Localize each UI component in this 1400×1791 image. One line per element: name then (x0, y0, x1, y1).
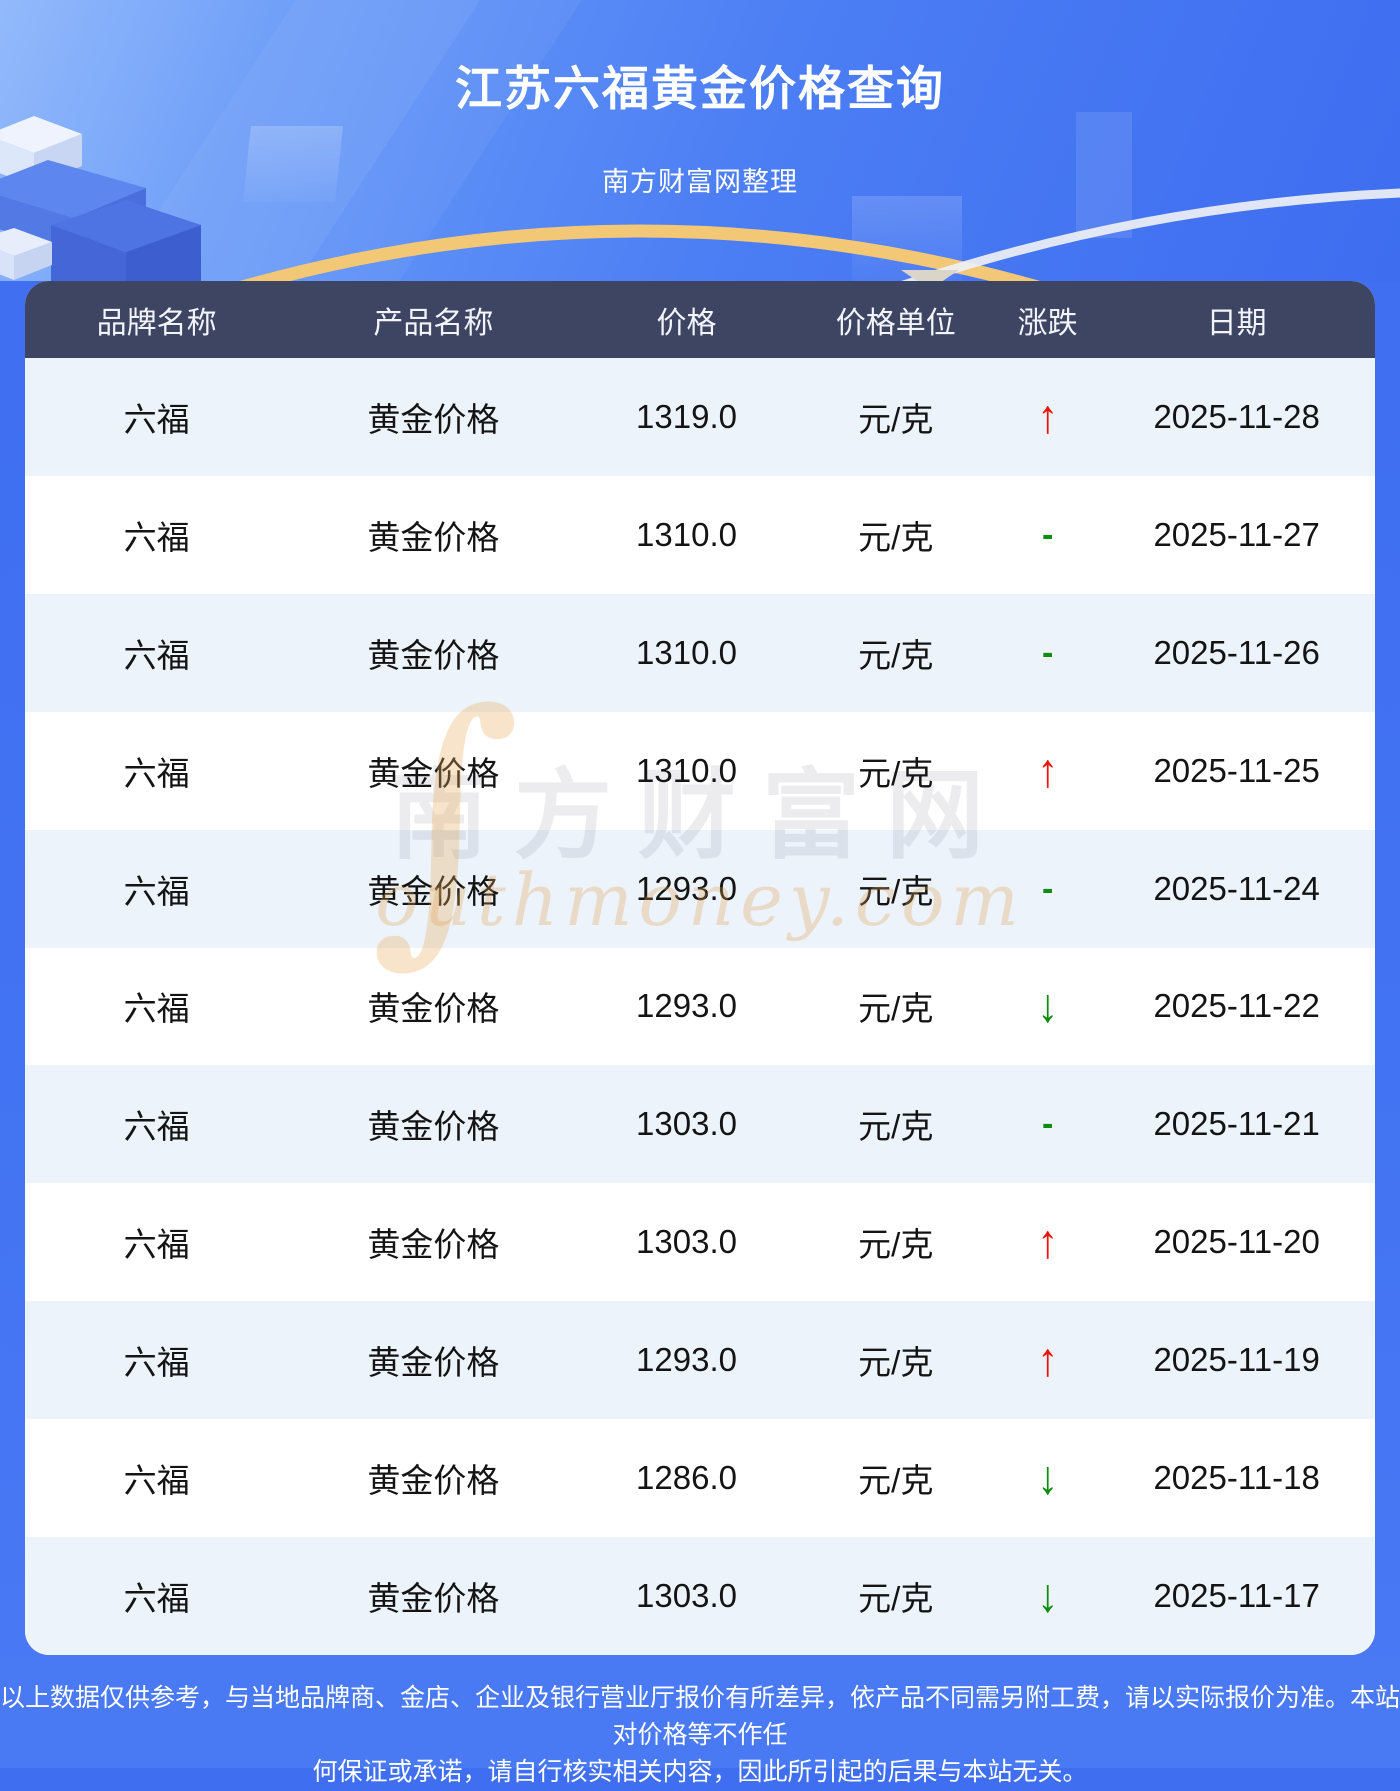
date-cell: 2025-11-18 (1153, 1459, 1320, 1497)
brand-cell: 六福 (123, 872, 190, 910)
brand-cell: 六福 (123, 1344, 190, 1382)
table-row: 六福 黄金价格 1303.0 元/克 ↓ 2025-11-17 (25, 1537, 1375, 1655)
unit-cell: 元/克 (858, 872, 934, 910)
price-cell: 1303.0 (636, 1223, 737, 1261)
column-header: 品牌名称 (96, 306, 217, 340)
table-row: 六福 黄金价格 1310.0 元/克 - 2025-11-27 (25, 475, 1375, 594)
price-cell: 1319.0 (636, 397, 737, 435)
disclaimer-line-1: 以上数据仅供参考，与当地品牌商、金店、企业及银行营业厅报价有所差异，依产品不同需… (0, 1684, 1400, 1749)
table-row: 六福 黄金价格 1319.0 元/克 ↑ 2025-11-28 (25, 358, 1375, 476)
price-cell: 1293.0 (636, 869, 737, 907)
hero-banner: 江苏六福黄金价格查询 南方财富网整理 (0, 0, 1400, 281)
brand-cell: 六福 (123, 1226, 190, 1264)
date-cell: 2025-11-25 (1153, 751, 1320, 789)
column-header: 产品名称 (373, 306, 494, 340)
column-header: 价格单位 (835, 306, 956, 340)
brand-cell: 六福 (123, 1462, 190, 1500)
change-indicator-up: ↑ (1037, 743, 1059, 797)
unit-cell: 元/克 (858, 1580, 934, 1618)
product-cell: 黄金价格 (367, 1108, 500, 1146)
gold-price-table: 品牌名称 产品名称 价格 价格单位 涨跌 日期 六福 黄金价格 1319.0 元/克 ↑ … (25, 281, 1375, 1655)
unit-cell: 元/克 (858, 518, 934, 556)
decorative-arcs (239, 188, 1400, 281)
price-cell: 1293.0 (636, 1341, 737, 1379)
brand-cell: 六福 (123, 518, 190, 556)
change-indicator-down: ↓ (1037, 1569, 1059, 1622)
column-header: 日期 (1206, 306, 1267, 340)
date-cell: 2025-11-26 (1153, 633, 1320, 671)
change-indicator-up: ↑ (1037, 390, 1059, 443)
product-cell: 黄金价格 (367, 400, 500, 438)
unit-cell: 元/克 (858, 1462, 934, 1500)
page-title: 江苏六福黄金价格查询 (455, 62, 945, 115)
date-cell: 2025-11-27 (1153, 515, 1320, 553)
price-cell: 1310.0 (636, 751, 737, 789)
pedestal-shape (901, 270, 959, 281)
brand-cell: 六福 (123, 754, 190, 792)
date-cell: 2025-11-24 (1153, 869, 1320, 907)
column-header: 价格 (656, 306, 717, 340)
table-row: 六福 黄金价格 1303.0 元/克 - 2025-11-21 (25, 1065, 1375, 1184)
table-row: 六福 黄金价格 1293.0 元/克 ↓ 2025-11-22 (25, 947, 1375, 1066)
change-indicator-flat: - (1041, 633, 1054, 672)
change-indicator-up: ↑ (1037, 1215, 1059, 1269)
table-header-row: 品牌名称 产品名称 价格 价格单位 涨跌 日期 (25, 281, 1375, 358)
change-indicator-flat: - (1041, 869, 1054, 908)
product-cell: 黄金价格 (367, 518, 500, 556)
table-row: 六福 黄金价格 1310.0 元/克 ↑ 2025-11-25 (25, 711, 1375, 830)
brand-cell: 六福 (123, 636, 190, 674)
price-cell: 1286.0 (636, 1459, 737, 1497)
table-row: 六福 黄金价格 1293.0 元/克 ↑ 2025-11-19 (25, 1301, 1375, 1420)
unit-cell: 元/克 (858, 754, 934, 792)
table-row: 六福 黄金价格 1303.0 元/克 ↑ 2025-11-20 (25, 1183, 1375, 1302)
change-indicator-up: ↑ (1037, 1333, 1059, 1386)
change-indicator-flat: - (1041, 1105, 1054, 1144)
price-cell: 1303.0 (636, 1105, 737, 1143)
product-cell: 黄金价格 (367, 1580, 500, 1618)
date-cell: 2025-11-19 (1153, 1341, 1320, 1379)
price-cell: 1303.0 (636, 1577, 737, 1615)
disclaimer-line-2: 何保证或承诺，请自行核实相关内容，因此所引起的后果与本站无关。 (312, 1758, 1088, 1786)
unit-cell: 元/克 (858, 400, 934, 438)
brand-cell: 六福 (123, 990, 190, 1028)
product-cell: 黄金价格 (367, 1462, 500, 1500)
price-cell: 1293.0 (636, 987, 737, 1025)
brand-cell: 六福 (123, 1108, 190, 1146)
table-row: 六福 黄金价格 1286.0 元/克 ↓ 2025-11-18 (25, 1419, 1375, 1538)
date-cell: 2025-11-17 (1153, 1577, 1320, 1615)
table-row: 六福 黄金价格 1310.0 元/克 - 2025-11-26 (25, 593, 1375, 712)
product-cell: 黄金价格 (367, 1226, 500, 1264)
unit-cell: 元/克 (858, 1226, 934, 1264)
change-indicator-flat: - (1041, 515, 1054, 554)
brand-cell: 六福 (123, 1580, 190, 1618)
column-header: 涨跌 (1017, 306, 1078, 340)
date-cell: 2025-11-21 (1153, 1105, 1320, 1143)
unit-cell: 元/克 (858, 636, 934, 674)
table-row: 六福 黄金价格 1293.0 元/克 - 2025-11-24 (25, 829, 1375, 948)
unit-cell: 元/克 (858, 1108, 934, 1146)
page-subtitle: 南方财富网整理 (602, 167, 798, 197)
price-cell: 1310.0 (636, 633, 737, 671)
unit-cell: 元/克 (858, 990, 934, 1028)
disclaimer-footer: 以上数据仅供参考，与当地品牌商、金店、企业及银行营业厅报价有所差异，依产品不同需… (0, 1655, 1400, 1786)
product-cell: 黄金价格 (367, 754, 500, 792)
product-cell: 黄金价格 (367, 990, 500, 1028)
product-cell: 黄金价格 (367, 1344, 500, 1382)
change-indicator-down: ↓ (1037, 979, 1059, 1033)
table-body: 六福 黄金价格 1319.0 元/克 ↑ 2025-11-28 六福 黄金价格 … (25, 358, 1375, 1655)
date-cell: 2025-11-28 (1153, 397, 1320, 435)
brand-cell: 六福 (123, 400, 190, 438)
hero-illustration-buildings (0, 116, 201, 281)
unit-cell: 元/克 (858, 1344, 934, 1382)
date-cell: 2025-11-22 (1153, 987, 1320, 1025)
product-cell: 黄金价格 (367, 636, 500, 674)
change-indicator-down: ↓ (1037, 1451, 1059, 1504)
product-cell: 黄金价格 (367, 872, 500, 910)
translucent-square (1076, 112, 1132, 238)
date-cell: 2025-11-20 (1153, 1223, 1320, 1261)
price-cell: 1310.0 (636, 515, 737, 553)
